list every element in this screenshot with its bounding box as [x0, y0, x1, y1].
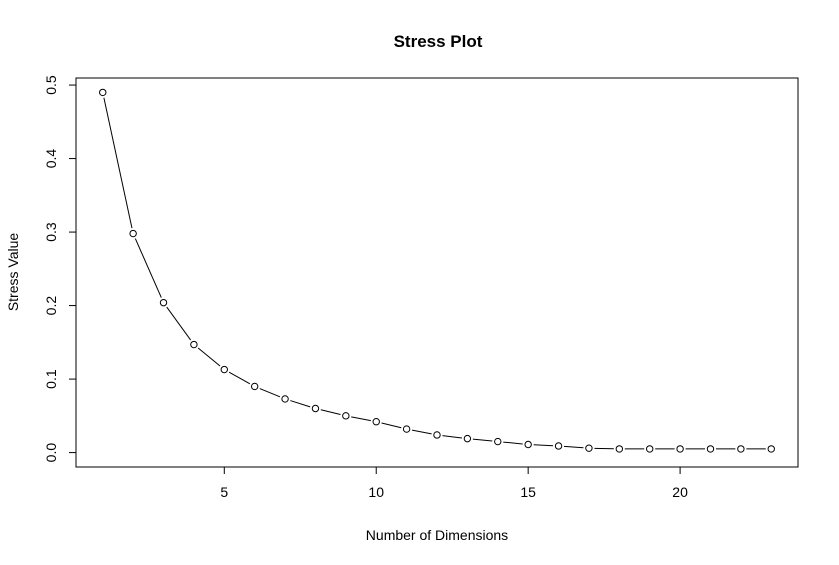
plot-frame [75, 77, 799, 468]
y-axis-label: Stress Value [5, 233, 21, 312]
data-point [463, 434, 472, 443]
series-line-segment [259, 388, 281, 398]
x-tick-label: 15 [520, 484, 536, 500]
series-line-segment [411, 429, 432, 435]
y-tick-label: 0.2 [43, 296, 59, 316]
y-tick-label: 0.3 [43, 222, 59, 242]
series-line-segment [351, 416, 371, 422]
data-point [615, 445, 624, 453]
y-tick-label: 0.1 [43, 369, 59, 389]
series-line-segment [563, 445, 584, 449]
series-line-segment [197, 347, 221, 367]
data-point [342, 412, 350, 420]
data-point [190, 340, 198, 349]
data-point [402, 425, 411, 433]
x-tick-label: 10 [368, 484, 384, 500]
data-point [646, 445, 654, 453]
series-line-segment [166, 306, 192, 341]
data-point [129, 229, 137, 238]
data-point [737, 445, 745, 453]
x-axis: 5 10 15 20 [220, 466, 688, 500]
data-point [311, 404, 320, 413]
data-point [159, 298, 168, 307]
data-point [524, 440, 532, 449]
series-line-segment [228, 371, 251, 385]
data-point [585, 444, 593, 452]
series-line-segment [134, 238, 162, 298]
y-axis: 0.0 0.1 0.2 0.3 0.4 0.5 [43, 75, 77, 463]
data-point [706, 445, 715, 453]
data-point [250, 382, 259, 391]
y-tick-label: 0.4 [43, 149, 59, 169]
chart-title: Stress Plot [394, 32, 483, 51]
series-line-segment [503, 441, 523, 445]
series-line-segment [472, 438, 493, 442]
series-line-segment [533, 444, 554, 447]
y-tick-label: 0.5 [43, 75, 59, 95]
x-tick-label: 5 [220, 484, 228, 500]
y-tick-label: 0.0 [43, 443, 59, 463]
x-axis-label: Number of Dimensions [366, 527, 508, 543]
data-point [676, 445, 684, 453]
series-layer [99, 88, 775, 453]
data-point [494, 437, 502, 446]
data-point [767, 445, 775, 453]
data-point [554, 442, 563, 450]
x-tick-label: 20 [672, 484, 688, 500]
series-line-segment [103, 97, 133, 229]
series-line-segment [290, 400, 311, 408]
data-point [99, 88, 107, 97]
series-line-segment [442, 435, 462, 439]
data-point [281, 395, 289, 403]
series-line-segment [381, 422, 402, 429]
data-point [433, 431, 441, 439]
data-point [372, 418, 380, 426]
series-line-segment [320, 409, 341, 416]
data-point [220, 365, 228, 374]
